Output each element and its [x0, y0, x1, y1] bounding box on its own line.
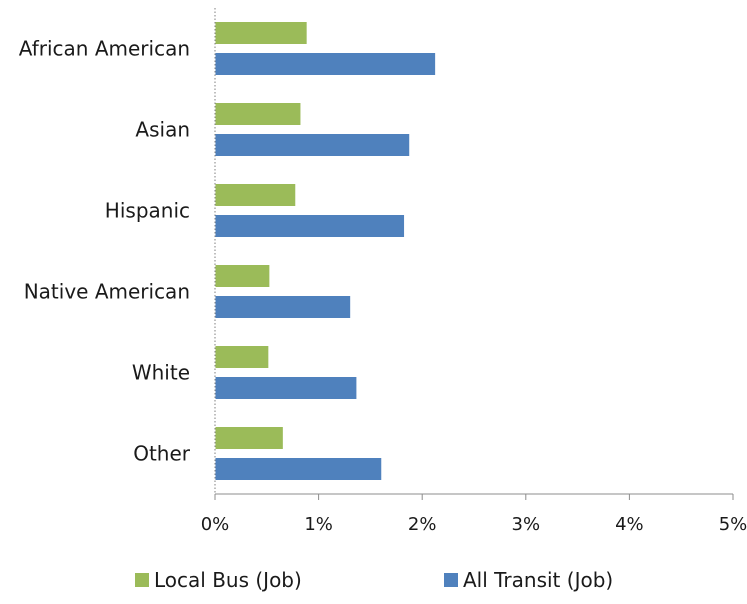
category-axis: African American Asian Hispanic Native Amer…: [19, 37, 191, 466]
legend-label: Local Bus (Job): [154, 568, 302, 592]
category-label: Hispanic: [105, 199, 190, 223]
legend: Local Bus (Job) All Transit (Job): [135, 568, 613, 592]
bar-local-bus: [215, 103, 301, 125]
category-label: Native American: [24, 280, 190, 304]
bar-local-bus: [215, 22, 307, 44]
legend-swatch: [444, 573, 458, 587]
bar-all-transit: [215, 134, 410, 156]
category-label: Asian: [135, 118, 190, 142]
category-label: Other: [133, 442, 191, 466]
x-tick-label: 3%: [512, 514, 541, 535]
category-label: White: [132, 361, 190, 385]
bar-local-bus: [215, 184, 296, 206]
x-tick-label: 5%: [719, 514, 747, 535]
x-tick-label: 2%: [408, 514, 437, 535]
x-axis: 0% 1% 2% 3% 4% 5%: [201, 8, 747, 535]
x-tick-label: 4%: [615, 514, 644, 535]
bar-all-transit: [215, 458, 382, 480]
plot-area: [215, 22, 436, 480]
category-label: African American: [19, 37, 190, 61]
legend-swatch: [135, 573, 149, 587]
bar-all-transit: [215, 296, 351, 318]
bar-local-bus: [215, 427, 283, 449]
bar-local-bus: [215, 346, 269, 368]
x-tick-label: 0%: [201, 514, 230, 535]
bar-all-transit: [215, 377, 357, 399]
x-tick-label: 1%: [304, 514, 333, 535]
bar-all-transit: [215, 215, 405, 237]
bar-all-transit: [215, 53, 436, 75]
bar-local-bus: [215, 265, 270, 287]
legend-label: All Transit (Job): [463, 568, 613, 592]
